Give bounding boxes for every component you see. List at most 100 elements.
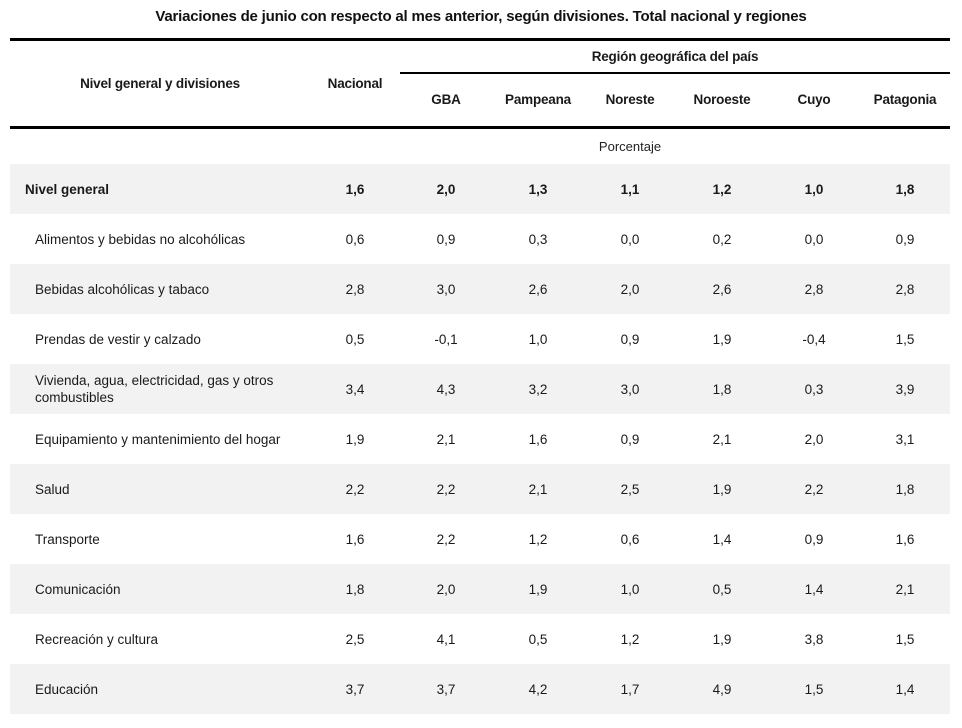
row-label: Nivel general xyxy=(25,181,110,197)
table-row: Restaurantes y hoteles 2,1 2,2 1,8 3,1 1… xyxy=(10,714,950,728)
column-header-patagonia: Patagonia xyxy=(860,72,950,129)
value-cell: 2,1 xyxy=(528,481,548,497)
unit-row-section: Porcentaje xyxy=(10,128,950,165)
value-cell: 1,9 xyxy=(712,331,732,347)
value-cell: 1,8 xyxy=(895,481,915,497)
table-header: Nivel general y divisiones Nacional Regi… xyxy=(10,39,950,129)
value-cell: 3,2 xyxy=(528,381,548,397)
value-cell: 3,7 xyxy=(345,681,365,697)
row-label: Equipamiento y mantenimiento del hogar xyxy=(35,431,281,447)
value-cell: 4,1 xyxy=(436,631,456,647)
value-cell: 0,3 xyxy=(804,381,824,397)
value-cell: 0,5 xyxy=(712,581,732,597)
table-row: Comunicación 1,8 2,0 1,9 1,0 0,5 1,4 2,1 xyxy=(10,564,950,614)
value-cell: 1,7 xyxy=(620,681,640,697)
value-cell: 0,2 xyxy=(712,231,732,247)
ipc-variations-table: Nivel general y divisiones Nacional Regi… xyxy=(10,38,950,728)
value-cell: 1,3 xyxy=(528,181,548,197)
table-row: Nivel general 1,6 2,0 1,3 1,1 1,2 1,0 1,… xyxy=(10,164,950,214)
value-cell: 3,0 xyxy=(620,381,640,397)
value-cell: 3,4 xyxy=(345,381,365,397)
value-cell: 1,6 xyxy=(345,531,365,547)
value-cell: 1,9 xyxy=(712,481,732,497)
value-cell: 1,8 xyxy=(895,181,915,197)
value-cell: 1,8 xyxy=(345,581,365,597)
value-cell: 1,8 xyxy=(712,381,732,397)
table-row: Prendas de vestir y calzado 0,5 -0,1 1,0… xyxy=(10,314,950,364)
value-cell: 1,2 xyxy=(528,531,548,547)
table-row: Recreación y cultura 2,5 4,1 0,5 1,2 1,9… xyxy=(10,614,950,664)
value-cell: 1,5 xyxy=(895,331,915,347)
row-label: Transporte xyxy=(35,531,100,547)
value-cell: 4,9 xyxy=(712,681,732,697)
value-cell: 3,1 xyxy=(895,431,915,447)
value-cell: 3,9 xyxy=(895,381,915,397)
value-cell: -0,4 xyxy=(802,331,826,347)
value-cell: 2,0 xyxy=(436,581,456,597)
value-cell: 2,0 xyxy=(804,431,824,447)
table-title: Variaciones de junio con respecto al mes… xyxy=(155,8,807,25)
table-row: Transporte 1,6 2,2 1,2 0,6 1,4 0,9 1,6 xyxy=(10,514,950,564)
value-cell: 1,0 xyxy=(804,181,824,197)
column-header-noreste: Noreste xyxy=(584,72,676,129)
value-cell: 1,2 xyxy=(712,181,732,197)
value-cell: 2,1 xyxy=(712,431,732,447)
value-cell: 1,5 xyxy=(895,631,915,647)
value-cell: 4,2 xyxy=(528,681,548,697)
value-cell: 1,4 xyxy=(804,581,824,597)
value-cell: 2,0 xyxy=(620,281,640,297)
value-cell: 1,6 xyxy=(676,714,768,728)
value-cell: 2,5 xyxy=(768,714,860,728)
value-cell: 0,0 xyxy=(620,231,640,247)
value-cell: 2,2 xyxy=(804,481,824,497)
value-cell: 2,9 xyxy=(860,714,950,728)
table-body: Nivel general 1,6 2,0 1,3 1,1 1,2 1,0 1,… xyxy=(10,164,950,728)
table-row: Bebidas alcohólicas y tabaco 2,8 3,0 2,6… xyxy=(10,264,950,314)
value-cell: 0,0 xyxy=(804,231,824,247)
value-cell: 1,6 xyxy=(895,531,915,547)
row-label: Salud xyxy=(35,481,70,497)
row-label: Restaurantes y hoteles xyxy=(10,714,310,728)
row-label: Vivienda, agua, electricidad, gas y otro… xyxy=(35,373,274,405)
value-cell: 1,9 xyxy=(528,581,548,597)
value-cell: 2,5 xyxy=(345,631,365,647)
value-cell: 3,7 xyxy=(436,681,456,697)
row-label: Prendas de vestir y calzado xyxy=(35,331,201,347)
value-cell: 0,9 xyxy=(804,531,824,547)
row-label: Bebidas alcohólicas y tabaco xyxy=(35,281,210,297)
value-cell: 2,6 xyxy=(712,281,732,297)
value-cell: 0,9 xyxy=(895,231,915,247)
column-header-gba: GBA xyxy=(400,72,492,129)
value-cell: 1,0 xyxy=(528,331,548,347)
unit-label: Porcentaje xyxy=(598,139,662,154)
value-cell: 1,6 xyxy=(345,181,365,197)
value-cell: 1,4 xyxy=(712,531,732,547)
column-header-cuyo: Cuyo xyxy=(768,72,860,129)
value-cell: 4,3 xyxy=(436,381,456,397)
value-cell: 1,5 xyxy=(804,681,824,697)
column-header-pampeana: Pampeana xyxy=(492,72,584,129)
column-header-noroeste: Noroeste xyxy=(676,72,768,129)
column-header-divisions: Nivel general y divisiones xyxy=(10,39,310,129)
table-row: Alimentos y bebidas no alcohólicas 0,6 0… xyxy=(10,214,950,264)
value-cell: 0,9 xyxy=(620,431,640,447)
table-row: Salud 2,2 2,2 2,1 2,5 1,9 2,2 1,8 xyxy=(10,464,950,514)
value-cell: 2,0 xyxy=(436,181,456,197)
value-cell: 2,1 xyxy=(310,714,400,728)
value-cell: 2,1 xyxy=(436,431,456,447)
value-cell: 2,2 xyxy=(436,531,456,547)
value-cell: 1,9 xyxy=(345,431,365,447)
value-cell: 1,9 xyxy=(712,631,732,647)
value-cell: 1,8 xyxy=(492,714,584,728)
row-label: Alimentos y bebidas no alcohólicas xyxy=(35,231,246,247)
value-cell: 2,2 xyxy=(345,481,365,497)
table-row: Equipamiento y mantenimiento del hogar 1… xyxy=(10,414,950,464)
value-cell: 2,1 xyxy=(895,581,915,597)
value-cell: 2,2 xyxy=(400,714,492,728)
value-cell: 2,8 xyxy=(804,281,824,297)
value-cell: 3,0 xyxy=(436,281,456,297)
value-cell: 2,5 xyxy=(620,481,640,497)
value-cell: 0,6 xyxy=(620,531,640,547)
row-label: Educación xyxy=(35,681,99,697)
value-cell: 1,1 xyxy=(620,181,640,197)
